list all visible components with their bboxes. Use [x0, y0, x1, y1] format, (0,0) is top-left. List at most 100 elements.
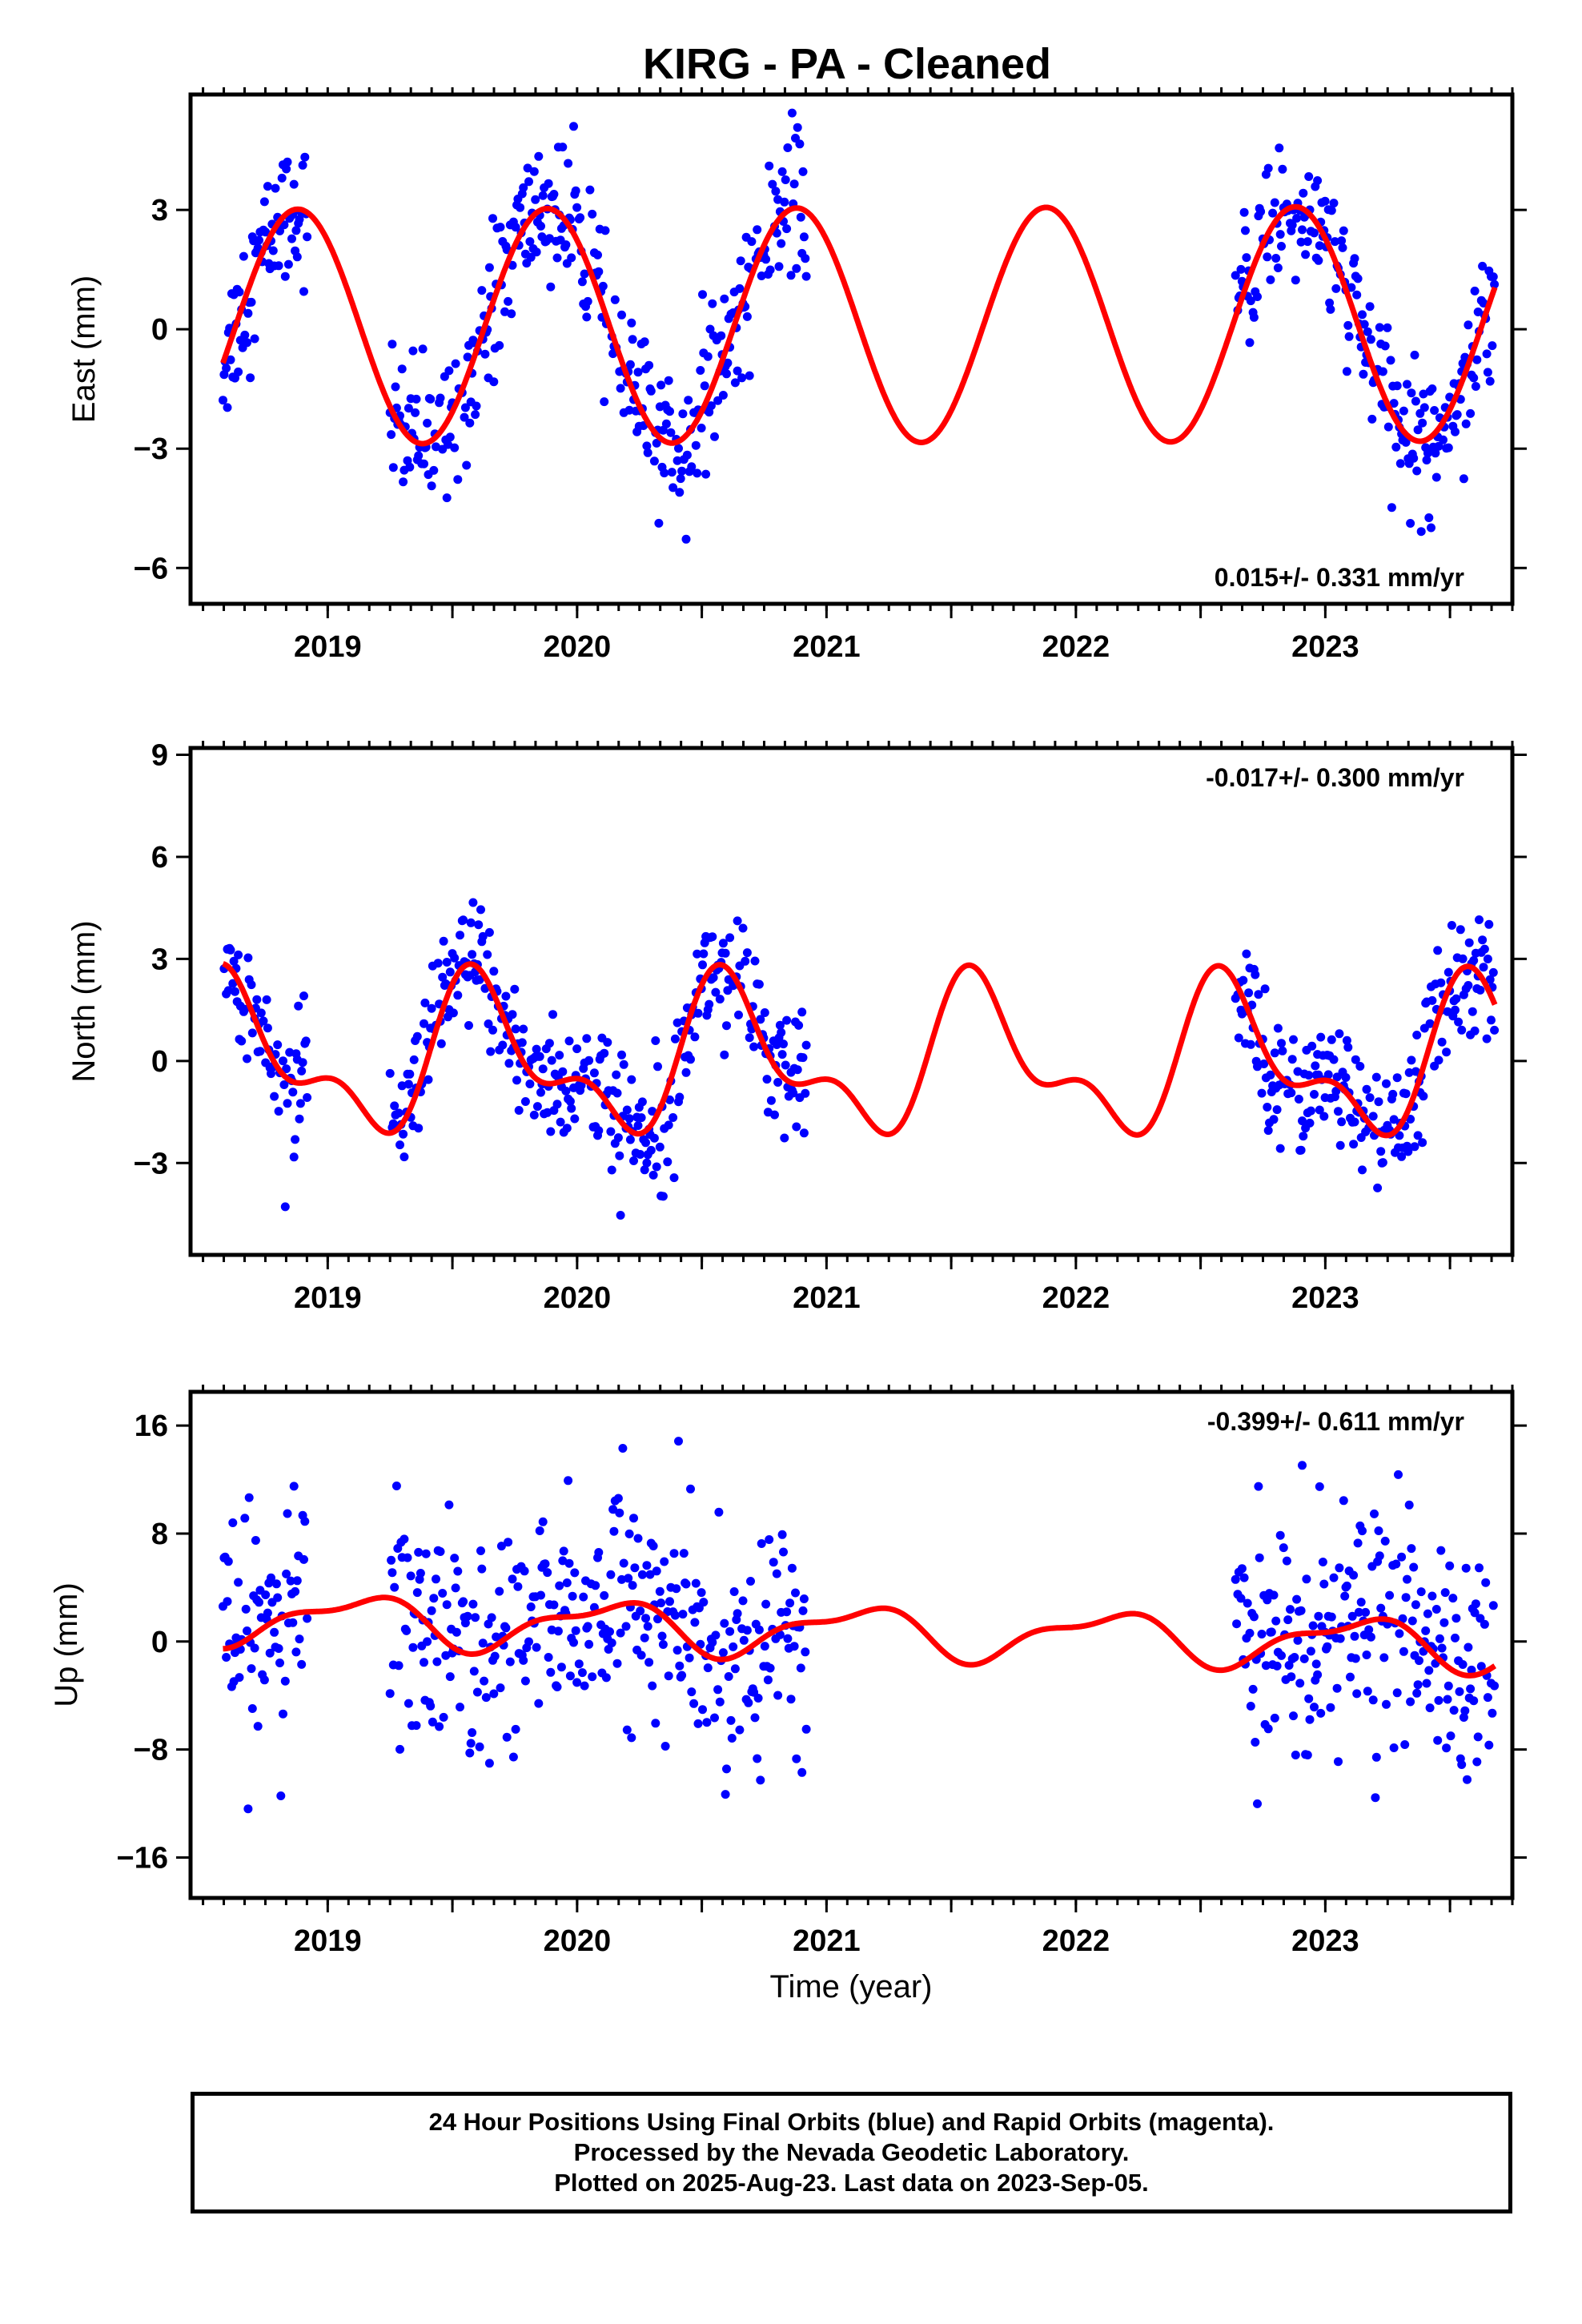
data-point: [1443, 1695, 1452, 1704]
data-point: [1296, 1145, 1306, 1155]
data-point: [525, 1080, 535, 1088]
data-point: [801, 254, 810, 263]
data-point: [549, 1600, 559, 1610]
data-point: [505, 1657, 515, 1667]
data-point: [741, 956, 750, 966]
data-point: [1391, 1559, 1401, 1569]
data-point: [289, 179, 299, 189]
data-point: [612, 1070, 621, 1080]
data-point: [617, 310, 626, 320]
data-point: [613, 1133, 623, 1143]
data-point: [1407, 1616, 1417, 1626]
data-point: [251, 1536, 260, 1545]
data-point: [705, 999, 714, 1009]
data-point: [1351, 1654, 1360, 1663]
data-point: [1479, 963, 1488, 972]
data-point: [1401, 1089, 1411, 1099]
data-point: [223, 1557, 233, 1566]
data-point: [465, 1748, 475, 1758]
data-point: [405, 462, 415, 472]
data-point: [1287, 1088, 1296, 1098]
chart-title: KIRG - PA - Cleaned: [643, 40, 1051, 88]
data-point: [718, 391, 728, 400]
data-point: [408, 1642, 418, 1652]
data-point: [546, 1667, 556, 1677]
data-point: [1362, 1084, 1371, 1094]
data-point: [1434, 1695, 1443, 1705]
data-point: [1284, 1661, 1294, 1670]
data-point: [787, 108, 797, 118]
data-point: [414, 451, 424, 460]
data-point: [411, 408, 420, 417]
data-point: [665, 407, 674, 416]
data-point: [429, 1594, 439, 1603]
data-point: [1388, 1089, 1398, 1099]
data-point: [1310, 1703, 1319, 1712]
data-point: [1463, 1775, 1472, 1784]
data-point: [538, 1517, 548, 1526]
data-point: [556, 1117, 565, 1127]
data-point: [794, 1020, 804, 1030]
data-point: [544, 234, 554, 243]
y-tick-label: −3: [134, 432, 168, 466]
data-point: [1427, 523, 1435, 533]
data-point: [1325, 298, 1335, 308]
data-point: [240, 330, 250, 340]
y-tick-label: −3: [134, 1147, 168, 1180]
data-point: [700, 381, 709, 391]
data-point: [495, 1586, 504, 1596]
data-point: [1399, 406, 1408, 416]
data-point: [291, 1135, 300, 1144]
data-point: [231, 987, 239, 996]
data-point: [709, 973, 718, 983]
data-point: [292, 252, 302, 262]
data-point: [294, 1001, 303, 1011]
data-point: [1272, 1105, 1282, 1115]
data-point: [275, 1659, 284, 1667]
data-point: [299, 1554, 308, 1564]
data-point: [801, 1088, 810, 1098]
data-point: [1352, 1689, 1362, 1699]
data-point: [271, 183, 280, 193]
data-point: [428, 1717, 437, 1727]
data-point: [681, 1579, 691, 1589]
data-point: [1457, 1025, 1467, 1035]
data-point: [1392, 1073, 1402, 1083]
data-point: [1440, 1588, 1450, 1598]
data-point: [555, 1581, 564, 1590]
data-point: [655, 1586, 665, 1596]
data-point: [607, 1165, 616, 1175]
data-point: [734, 1010, 743, 1019]
data-point: [442, 1600, 452, 1610]
data-point: [756, 1015, 765, 1024]
data-point: [765, 161, 774, 171]
data-point: [1354, 1607, 1363, 1617]
data-point: [399, 1129, 408, 1139]
data-point: [1406, 519, 1415, 528]
data-point: [627, 1733, 636, 1743]
data-point: [643, 448, 652, 457]
data-point: [259, 1675, 269, 1685]
data-point: [1361, 1607, 1371, 1617]
data-point: [1478, 935, 1488, 945]
data-point: [1475, 915, 1484, 924]
data-point: [1350, 1117, 1359, 1127]
data-point: [477, 1564, 487, 1574]
data-point: [1415, 1656, 1423, 1666]
data-point: [1407, 1544, 1416, 1554]
data-point: [287, 234, 296, 243]
data-point: [459, 1597, 468, 1606]
data-point: [665, 1095, 674, 1104]
data-point: [1403, 1574, 1411, 1584]
data-point: [303, 232, 312, 242]
data-point: [572, 1678, 582, 1687]
data-point: [792, 1122, 801, 1132]
data-point: [235, 287, 244, 297]
data-point: [1411, 396, 1420, 406]
data-point: [1287, 1055, 1297, 1064]
data-point: [1330, 237, 1339, 247]
data-point: [594, 1126, 604, 1136]
data-point: [1290, 1653, 1299, 1662]
data-point: [697, 424, 706, 432]
data-point: [519, 1655, 528, 1665]
